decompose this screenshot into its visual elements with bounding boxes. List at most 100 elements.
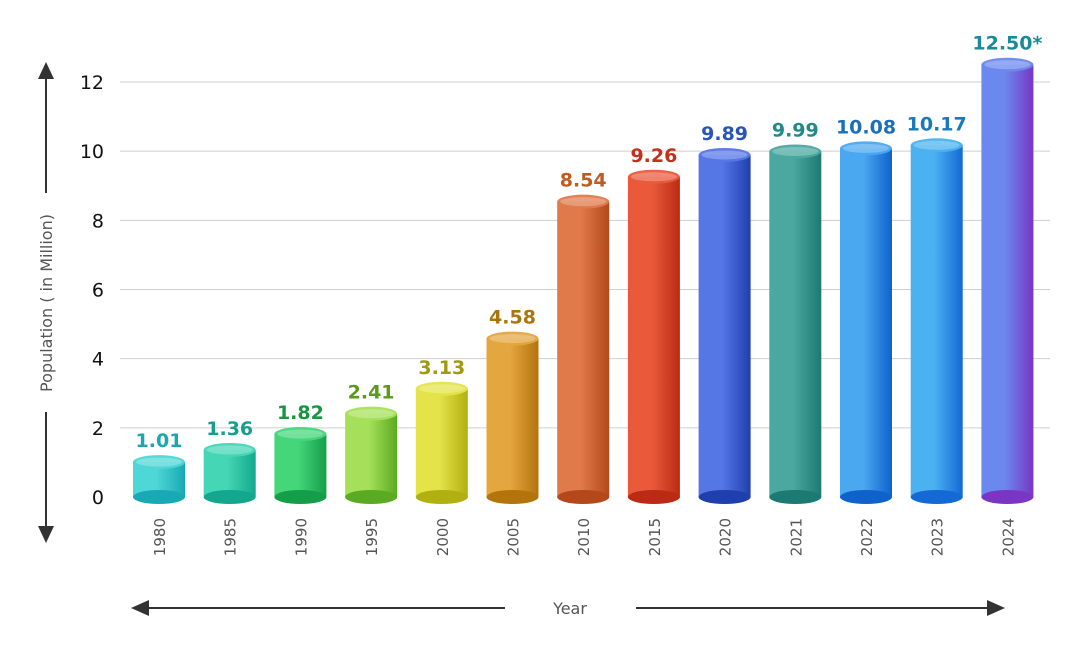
value-label: 8.54 bbox=[560, 170, 607, 192]
bar-1990: 1.82 bbox=[274, 402, 327, 504]
bar-body bbox=[274, 434, 327, 497]
y-tick-label: 6 bbox=[92, 280, 104, 302]
bar-base bbox=[486, 490, 539, 504]
bar-1995: 2.41 bbox=[345, 382, 398, 504]
bar-cap-shine bbox=[418, 384, 465, 394]
bar-cap bbox=[557, 194, 610, 209]
value-label: 10.08 bbox=[836, 116, 896, 138]
bar-cap-shine bbox=[984, 60, 1031, 70]
y-tick-label: 8 bbox=[92, 210, 104, 232]
y-tick-label: 10 bbox=[80, 141, 104, 163]
bar-1980: 1.01 bbox=[133, 430, 185, 504]
x-category-label: 2020 bbox=[717, 518, 735, 556]
bar-body bbox=[769, 151, 822, 497]
bar-2020: 9.89 bbox=[698, 123, 751, 504]
bar-cap bbox=[698, 147, 751, 162]
bar-2000: 3.13 bbox=[415, 357, 468, 504]
bar-body bbox=[981, 64, 1034, 497]
bar-cap-shine bbox=[701, 150, 748, 160]
value-label: 9.99 bbox=[772, 120, 819, 142]
bar-2024: 12.50* bbox=[972, 33, 1042, 504]
y-axis-arrow bbox=[38, 62, 54, 543]
x-category-label: 1990 bbox=[292, 518, 310, 556]
x-category-label: 2022 bbox=[858, 518, 876, 556]
bar-base bbox=[274, 490, 327, 504]
value-label: 3.13 bbox=[418, 357, 465, 379]
y-tick-label: 4 bbox=[92, 349, 104, 371]
value-label: 9.26 bbox=[630, 145, 677, 167]
bar-cap bbox=[910, 138, 963, 153]
bar-cap-shine bbox=[277, 429, 324, 439]
bar-body bbox=[627, 176, 680, 497]
value-label: 1.01 bbox=[136, 430, 183, 452]
bar-cap-shine bbox=[348, 409, 395, 419]
bar-2010: 8.54 bbox=[557, 170, 610, 504]
value-label: 12.50* bbox=[972, 33, 1042, 55]
bar-body bbox=[698, 154, 751, 498]
bar-base bbox=[840, 490, 892, 504]
bar-cap bbox=[203, 442, 256, 457]
bar-cap bbox=[486, 331, 539, 346]
bar-base bbox=[415, 490, 468, 504]
value-label: 2.41 bbox=[348, 382, 395, 404]
bar-cap bbox=[133, 455, 185, 470]
value-label: 1.36 bbox=[206, 418, 253, 440]
bar-base bbox=[698, 490, 751, 504]
bar-cap bbox=[840, 141, 892, 156]
y-tick-label: 2 bbox=[92, 418, 104, 440]
bar-cap-shine bbox=[489, 334, 536, 344]
value-label: 10.17 bbox=[907, 113, 967, 135]
bar-2021: 9.99 bbox=[769, 120, 822, 504]
bar-cap-shine bbox=[843, 143, 889, 153]
bar-cap bbox=[981, 57, 1034, 72]
x-category-label: 2000 bbox=[434, 518, 452, 556]
x-category-label: 2010 bbox=[575, 518, 593, 556]
bar-cap-shine bbox=[206, 445, 253, 455]
bar-base bbox=[627, 490, 680, 504]
bar-2005: 4.58 bbox=[486, 307, 539, 504]
bar-2015: 9.26 bbox=[627, 145, 680, 504]
value-label: 4.58 bbox=[489, 307, 536, 329]
bar-cap bbox=[415, 381, 468, 396]
bar-1985: 1.36 bbox=[203, 418, 256, 504]
bar-base bbox=[203, 490, 256, 504]
bar-cap-shine bbox=[913, 140, 960, 150]
bar-body bbox=[203, 449, 256, 497]
x-axis-categories: 1980 1985 1990 1995 2000 2005 2010 2015 2020 2021… bbox=[151, 518, 1017, 556]
x-category-label: 1980 bbox=[151, 518, 169, 556]
bar-body bbox=[840, 148, 892, 497]
bar-2022: 10.08 bbox=[836, 116, 896, 504]
x-category-label: 1995 bbox=[363, 518, 381, 556]
bar-cap bbox=[627, 169, 680, 184]
bar-base bbox=[910, 490, 963, 504]
y-tick-label: 0 bbox=[92, 487, 104, 509]
value-label: 9.89 bbox=[701, 123, 748, 145]
bar-cap bbox=[345, 406, 398, 421]
x-axis-title: Year bbox=[552, 599, 587, 618]
x-category-label: 2023 bbox=[929, 518, 947, 556]
bar-base bbox=[557, 490, 610, 504]
bar-body bbox=[910, 145, 963, 497]
x-axis-arrow bbox=[131, 600, 1005, 616]
bar-base bbox=[981, 490, 1034, 504]
bars: 1.01 1.36 1.82 2.41 3.13 4.58 8.54 9.26 9.89 9.99… bbox=[133, 33, 1042, 504]
bar-base bbox=[133, 490, 185, 504]
y-axis-title: Population ( in Million) bbox=[37, 214, 56, 392]
bar-body bbox=[345, 413, 398, 497]
y-axis-ticks: 0 2 4 6 8 10 12 bbox=[80, 72, 104, 509]
x-category-label: 2005 bbox=[505, 518, 523, 556]
bar-body bbox=[557, 201, 610, 498]
bar-cap bbox=[769, 144, 822, 159]
bar-cap-shine bbox=[136, 457, 182, 467]
y-tick-label: 12 bbox=[80, 72, 104, 94]
bar-cap-shine bbox=[772, 147, 819, 157]
bar-cap-shine bbox=[560, 197, 607, 207]
x-category-label: 2021 bbox=[787, 518, 805, 556]
x-category-label: 2024 bbox=[999, 518, 1017, 556]
bar-body bbox=[486, 338, 539, 497]
value-label: 1.82 bbox=[277, 402, 324, 424]
x-category-label: 1985 bbox=[222, 518, 240, 556]
bar-2023: 10.17 bbox=[907, 113, 967, 504]
bar-cap-shine bbox=[630, 172, 677, 182]
